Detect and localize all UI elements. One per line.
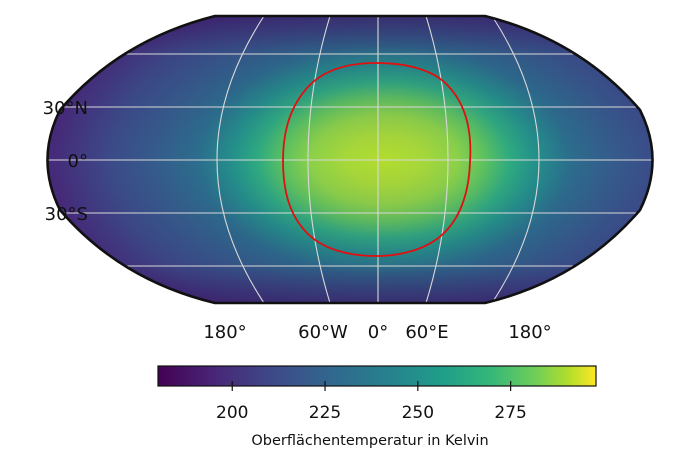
lat-label-30s: 30°S [45, 204, 88, 225]
meridian-60e [425, 16, 449, 303]
globe-outline [46, 14, 654, 305]
meridian-60w [307, 16, 331, 303]
colorbar-tick-label: 275 [494, 403, 526, 423]
lon-label-0: 0° [368, 322, 388, 343]
habitable-contour [282, 62, 472, 257]
colorbar: 200 225 250 275 [157, 365, 597, 423]
lat-label-30n: 30°N [43, 98, 88, 119]
meridian-120e [491, 16, 540, 303]
colorbar-label: Oberflächentemperatur in Kelvin [251, 433, 488, 449]
meridian-120w [216, 16, 265, 303]
colorbar-bar [157, 365, 597, 387]
lon-label-180e: 180° [508, 322, 551, 343]
colorbar-tick-label: 225 [309, 403, 341, 423]
lon-label-180w: 180° [203, 322, 246, 343]
colorbar-ticks: 200 225 250 275 [216, 381, 527, 423]
colorbar-tick-label: 200 [216, 403, 248, 423]
colorbar-tick-label: 250 [402, 403, 434, 423]
lon-label-60w: 60°W [298, 322, 348, 343]
lat-label-0: 0° [68, 151, 88, 172]
lon-label-60e: 60°E [405, 322, 448, 343]
